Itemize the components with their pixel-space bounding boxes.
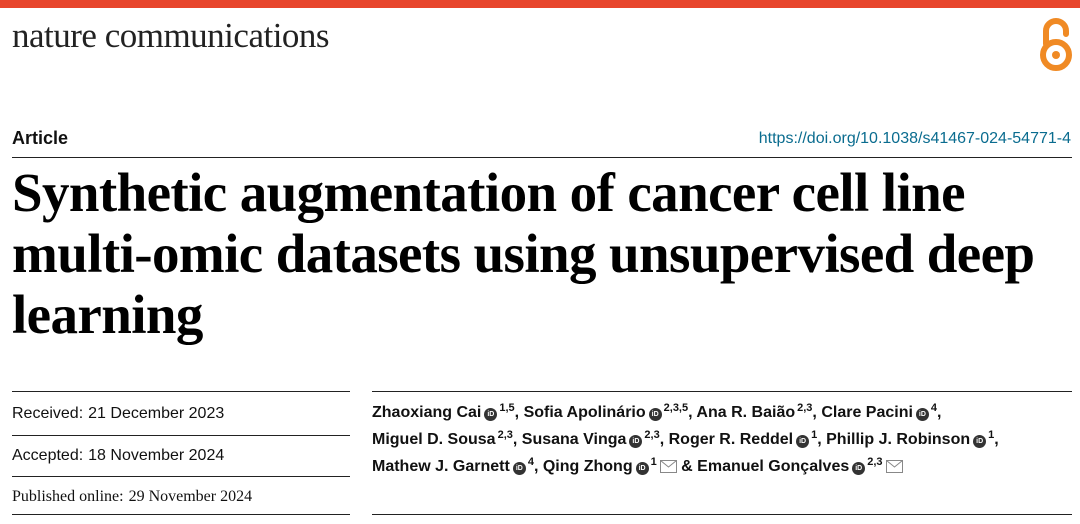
author-name[interactable]: Emanuel Gonçalves [697,458,850,475]
brand-top-bar [0,0,1080,8]
accepted-date: 18 November 2024 [88,447,225,464]
author-entry: Susana Vinga iD2,3, [521,428,665,448]
author-separator: , [533,458,539,475]
published-date-row: Published online: 29 November 2024 [12,477,350,517]
author-affiliations: 2,3 [867,455,883,468]
published-label: Published online: [12,488,124,505]
orcid-icon[interactable]: iD [973,435,987,448]
dates-top-divider [12,391,350,392]
article-type-label: Article [12,128,69,148]
author-name[interactable]: Zhaoxiang Cai [372,404,482,421]
author-affiliations: 2,3 [644,428,660,441]
journal-name[interactable]: nature communications [12,16,330,55]
open-access-lock-icon[interactable] [1035,16,1077,72]
author-entry: Miguel D. Sousa 2,3, [372,428,518,448]
publication-dates: Received: 21 December 2023 Accepted: 18 … [12,392,350,517]
orcid-icon[interactable]: iD [629,435,643,448]
author-entry: Clare Pacini iD4, [821,401,942,421]
author-affiliations: 1,5 [499,401,515,414]
received-date: 21 December 2023 [88,404,225,422]
orcid-icon[interactable]: iD [915,408,929,421]
email-icon[interactable] [885,455,903,482]
orcid-icon[interactable]: iD [796,435,810,448]
received-date-row: Received: 21 December 2023 [12,392,350,436]
author-separator: , [817,431,822,448]
author-name[interactable]: Ana R. Baião [696,404,796,421]
author-affiliations: 1 [650,455,657,468]
author-entry: Zhaoxiang Cai iD1,5, [372,401,520,421]
author-entry: Mathew J. Garnett iD4, [372,455,539,475]
author-name[interactable]: Phillip J. Robinson [826,431,971,448]
author-affiliations: 2,3 [497,428,513,441]
author-separator: , [937,404,942,421]
doi-link[interactable]: https://doi.org/10.1038/s41467-024-54771… [758,130,1071,147]
orcid-icon[interactable]: iD [484,408,498,421]
author-entry: Roger R. Reddel iD1, [668,428,822,448]
author-name[interactable]: Mathew J. Garnett [372,458,510,475]
author-separator: , [812,404,817,421]
author-name[interactable]: Miguel D. Sousa [372,431,496,448]
orcid-icon[interactable]: iD [852,462,866,475]
author-name[interactable]: Susana Vinga [521,431,627,448]
orcid-icon[interactable]: iD [512,462,526,475]
author-entry: Ana R. Baião 2,3, [696,401,817,421]
author-affiliations: 2,3 [797,401,813,414]
orcid-icon[interactable]: iD [648,408,662,421]
author-name[interactable]: Sofia Apolinário [523,404,646,421]
author-affiliations: 1 [988,428,995,441]
author-conjunction: & [681,458,698,475]
email-icon[interactable] [659,455,677,482]
author-entry: Sofia Apolinário iD2,3,5, [523,401,693,421]
authors-top-divider [372,391,1072,392]
article-title: Synthetic augmentation of cancer cell li… [12,162,1035,345]
received-label: Received: [12,404,84,422]
author-separator: , [659,431,665,448]
author-name[interactable]: Clare Pacini [821,404,913,421]
author-entry: Qing Zhong iD1 [542,455,677,475]
accepted-label: Accepted: [12,447,84,464]
dates-bottom-divider [12,514,350,515]
title-top-divider [12,157,1072,158]
author-separator: , [512,431,518,448]
author-affiliations: 4 [527,455,534,468]
author-entry: & Emanuel Gonçalves iD2,3 [681,455,903,475]
authors-bottom-divider [372,514,1072,515]
author-affiliations: 4 [930,401,938,414]
author-name[interactable]: Roger R. Reddel [668,431,794,448]
author-entry: Phillip J. Robinson iD1, [826,428,999,448]
author-name[interactable]: Qing Zhong [542,458,633,475]
orcid-icon[interactable]: iD [635,462,649,475]
published-date: 29 November 2024 [128,488,253,505]
author-separator: , [688,404,693,421]
accepted-date-row: Accepted: 18 November 2024 [12,436,350,477]
author-affiliations: 1 [811,428,818,441]
author-affiliations: 2,3,5 [663,401,689,414]
author-separator: , [514,404,520,421]
author-separator: , [994,431,999,448]
author-list: Zhaoxiang Cai iD1,5, Sofia Apolinário iD2,… [372,399,1077,482]
